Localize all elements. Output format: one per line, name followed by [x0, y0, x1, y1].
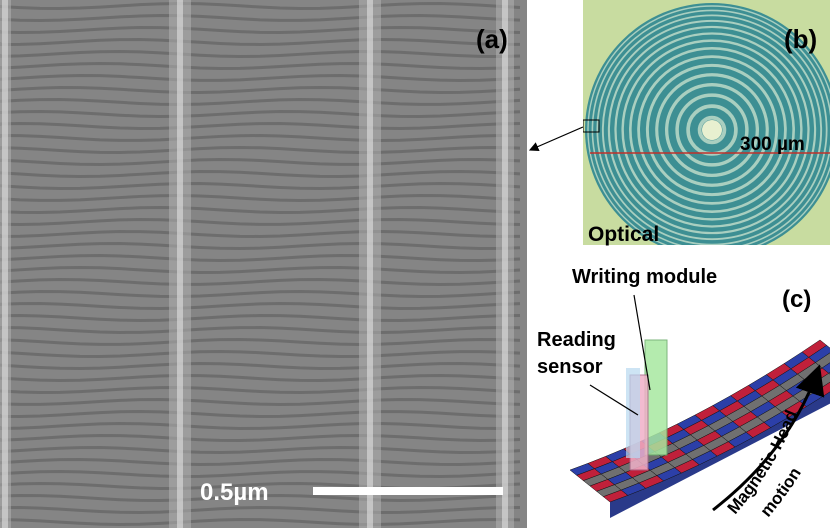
panel-label: (b) — [784, 24, 817, 54]
stripe — [2, 0, 8, 528]
reading-label: sensor — [537, 356, 603, 378]
panel-label: (a) — [476, 24, 508, 54]
caption: Optical — [588, 223, 659, 246]
ring — [702, 120, 722, 140]
scale-bar — [313, 487, 503, 495]
panel-label: (c) — [782, 286, 811, 313]
stripe — [177, 0, 183, 528]
reading-label: Reading — [537, 329, 616, 351]
scale-label: 300 µm — [740, 134, 805, 155]
scale-bar-label: 0.5µm — [200, 479, 269, 506]
figure: 0.5µm (a) (b) 300 µm Optical Writing mod… — [0, 0, 830, 528]
writing-label: Writing module — [572, 266, 717, 288]
sem-image — [0, 0, 527, 528]
zoom-arrow — [530, 127, 583, 150]
stripe — [367, 0, 373, 528]
shield — [626, 368, 640, 458]
stripe — [502, 0, 508, 528]
